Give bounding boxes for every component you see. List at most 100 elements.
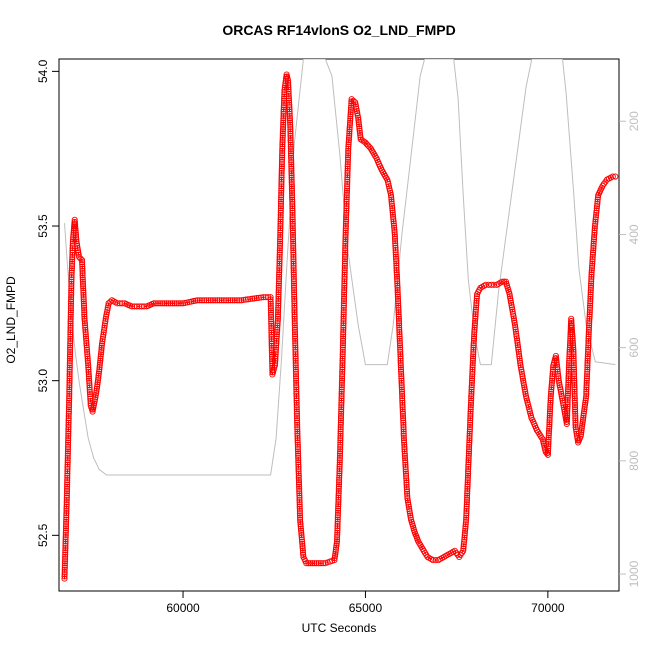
data-point bbox=[297, 514, 304, 521]
data-point bbox=[289, 234, 297, 241]
data-point bbox=[570, 344, 577, 351]
data-point bbox=[568, 324, 575, 331]
data-point bbox=[293, 386, 300, 393]
data-point bbox=[469, 373, 476, 380]
data-point bbox=[580, 410, 587, 417]
data-point bbox=[399, 406, 406, 413]
data-point bbox=[510, 310, 517, 318]
data-point bbox=[289, 192, 296, 199]
data-point bbox=[512, 326, 519, 333]
data-point bbox=[468, 395, 475, 402]
data-point bbox=[547, 406, 554, 413]
data-point bbox=[273, 340, 280, 347]
data-point bbox=[511, 321, 519, 329]
data-point bbox=[584, 351, 591, 358]
data-point bbox=[341, 273, 348, 280]
data-point bbox=[68, 296, 75, 303]
data-point bbox=[340, 302, 347, 309]
data-point bbox=[395, 304, 402, 311]
data-point bbox=[299, 538, 306, 545]
data-point bbox=[65, 439, 72, 446]
data-point bbox=[341, 267, 348, 274]
data-point bbox=[395, 306, 402, 314]
data-point bbox=[336, 479, 343, 486]
data-point bbox=[590, 242, 597, 249]
data-point bbox=[404, 492, 411, 500]
data-point bbox=[461, 532, 468, 539]
data-point bbox=[79, 263, 86, 270]
data-point bbox=[79, 265, 86, 272]
data-point bbox=[470, 342, 477, 349]
data-point bbox=[86, 382, 93, 389]
data-point bbox=[286, 117, 294, 124]
data-point bbox=[589, 249, 597, 256]
data-point bbox=[231, 297, 238, 304]
data-point bbox=[293, 393, 300, 400]
data-point bbox=[277, 203, 284, 210]
data-point bbox=[517, 364, 524, 371]
data-point bbox=[64, 459, 71, 466]
data-point bbox=[333, 538, 341, 545]
data-point bbox=[313, 560, 320, 567]
data-point bbox=[295, 459, 302, 466]
data-point bbox=[583, 373, 591, 380]
data-point bbox=[293, 379, 300, 386]
data-point bbox=[305, 560, 312, 567]
data-point bbox=[585, 346, 592, 353]
data-point bbox=[278, 176, 285, 183]
data-point bbox=[292, 337, 299, 344]
data-point bbox=[571, 404, 579, 411]
data-point bbox=[286, 104, 293, 111]
data-point bbox=[572, 424, 579, 431]
data-point bbox=[86, 377, 93, 384]
data-point bbox=[353, 108, 360, 115]
data-point bbox=[345, 143, 352, 150]
data-point bbox=[278, 172, 285, 179]
data-point bbox=[338, 390, 345, 397]
x-tick-label: 65000 bbox=[349, 601, 383, 615]
data-point bbox=[554, 364, 561, 371]
data-point bbox=[267, 307, 274, 314]
data-point bbox=[579, 416, 587, 423]
data-point bbox=[545, 430, 552, 437]
data-point bbox=[548, 388, 555, 395]
data-point bbox=[385, 180, 392, 188]
data-point bbox=[67, 316, 74, 323]
data-point bbox=[280, 112, 287, 120]
data-point bbox=[399, 390, 406, 397]
data-point bbox=[587, 291, 594, 298]
data-point bbox=[564, 410, 571, 417]
data-point bbox=[471, 333, 478, 340]
data-point bbox=[591, 229, 598, 236]
data-point bbox=[289, 205, 296, 212]
data-point bbox=[552, 352, 559, 359]
data-point bbox=[291, 304, 298, 311]
data-point bbox=[400, 432, 407, 439]
data-point bbox=[393, 273, 401, 280]
data-point bbox=[609, 173, 616, 180]
data-point bbox=[346, 124, 353, 131]
data-point bbox=[334, 536, 341, 543]
data-point bbox=[287, 143, 294, 150]
data-point bbox=[335, 501, 342, 508]
data-point bbox=[395, 302, 402, 309]
data-point bbox=[287, 152, 295, 159]
data-point bbox=[295, 465, 302, 473]
data-point bbox=[61, 562, 68, 569]
data-point bbox=[406, 510, 414, 517]
data-point bbox=[287, 137, 294, 144]
data-point bbox=[276, 264, 283, 272]
data-point bbox=[94, 381, 101, 388]
data-point bbox=[334, 520, 341, 527]
data-point bbox=[580, 412, 587, 419]
data-point bbox=[470, 348, 477, 356]
data-point bbox=[335, 496, 342, 503]
data-point bbox=[334, 509, 342, 516]
data-point bbox=[66, 373, 73, 380]
data-point bbox=[568, 317, 575, 325]
right-tick-label: 800 bbox=[627, 450, 641, 470]
data-point bbox=[471, 324, 478, 331]
data-point bbox=[273, 344, 280, 351]
data-point bbox=[288, 183, 295, 190]
data-point bbox=[278, 156, 286, 163]
